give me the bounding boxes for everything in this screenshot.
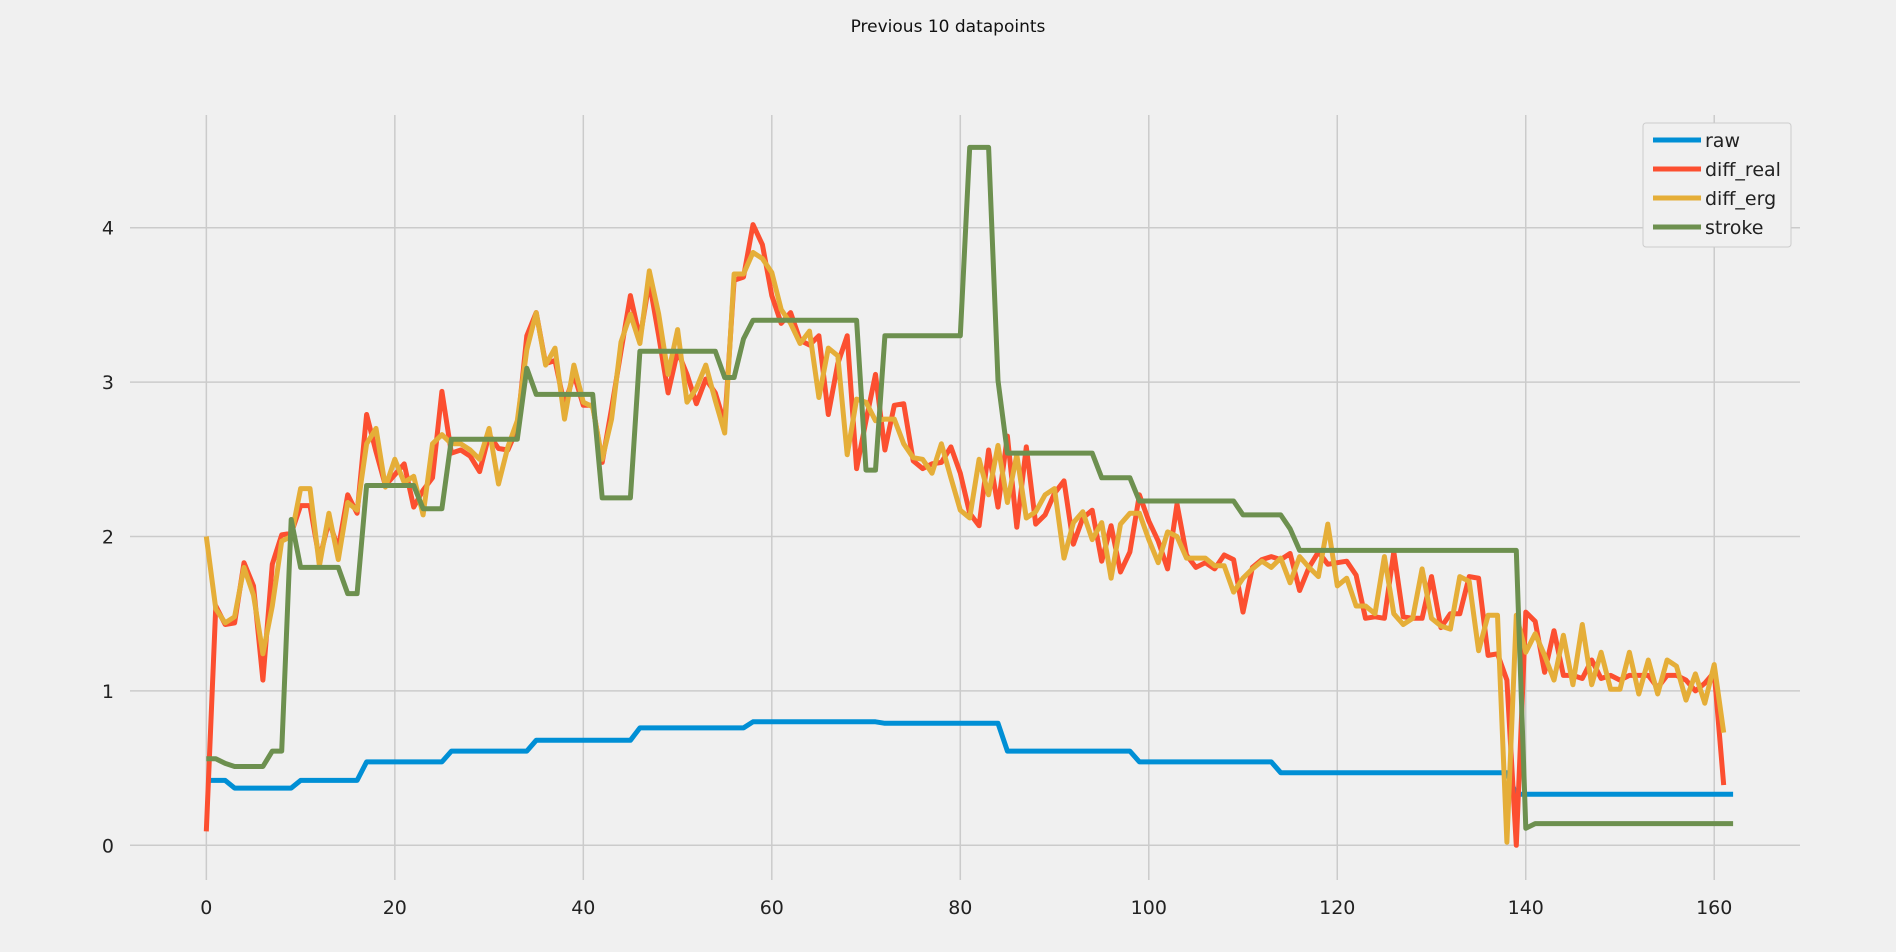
y-tick-label: 1	[102, 681, 114, 703]
x-tick-label: 160	[1696, 897, 1732, 919]
legend-label-raw: raw	[1705, 130, 1740, 152]
x-tick-label: 60	[760, 897, 784, 919]
y-tick-label: 2	[102, 526, 114, 548]
y-tick-label: 3	[102, 372, 114, 394]
x-tick-label: 0	[200, 897, 212, 919]
series-line-diff-real	[203, 222, 1727, 848]
x-tick-label: 20	[383, 897, 407, 919]
legend-label-diff-real: diff_real	[1705, 159, 1781, 181]
x-tick-label: 100	[1131, 897, 1167, 919]
legend-box	[1642, 122, 1792, 248]
x-tick-label: 120	[1319, 897, 1355, 919]
tick-labels: 0 20 40 60 80 100 120 140 160 0 1 2 3 4	[102, 218, 1732, 919]
series-line-raw	[206, 719, 1734, 797]
legend-label-stroke: stroke	[1705, 217, 1763, 239]
x-tick-label: 40	[571, 897, 595, 919]
series-line-stroke	[206, 144, 1734, 831]
chart-title: Previous 10 datapoints	[851, 17, 1046, 37]
y-tick-label: 0	[102, 835, 114, 857]
series-lines	[203, 144, 1734, 848]
x-tick-label: 140	[1508, 897, 1544, 919]
y-tick-label: 4	[102, 218, 114, 240]
x-tick-label: 80	[948, 897, 972, 919]
series-line-diff-erg	[203, 249, 1727, 845]
legend-label-diff-erg: diff_erg	[1705, 188, 1776, 210]
